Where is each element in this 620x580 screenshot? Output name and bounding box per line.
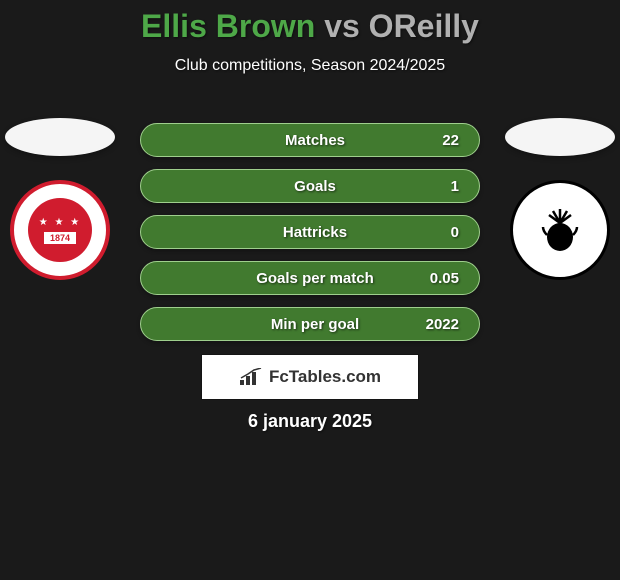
- date-text: 6 january 2025: [0, 411, 620, 432]
- team-left-badge: ★ ★ ★ 1874: [10, 180, 110, 280]
- stat-label: Goals: [161, 178, 409, 195]
- stat-label: Hattricks: [161, 224, 409, 241]
- branding-box: FcTables.com: [202, 355, 418, 399]
- team-right-badge-inner: [521, 191, 599, 269]
- thistle-icon: [535, 205, 585, 255]
- stat-label: Goals per match: [161, 270, 409, 287]
- stat-value: 0.05: [409, 270, 459, 287]
- team-right-badge: [510, 180, 610, 280]
- team-right-ellipse: [505, 118, 615, 156]
- team-left-badge-inner: ★ ★ ★ 1874: [28, 198, 92, 262]
- stat-row: Goals 1: [140, 169, 480, 203]
- stat-label: Matches: [161, 132, 409, 149]
- team-right-block: [500, 118, 620, 280]
- stat-value: 22: [409, 132, 459, 149]
- stat-value: 2022: [409, 316, 459, 333]
- stat-value: 1: [409, 178, 459, 195]
- stat-row: Hattricks 0: [140, 215, 480, 249]
- page-title: Ellis Brown vs OReilly: [0, 0, 620, 45]
- stat-label: Min per goal: [161, 316, 409, 333]
- badge-year: 1874: [44, 232, 76, 244]
- stat-row: Matches 22: [140, 123, 480, 157]
- subtitle: Club competitions, Season 2024/2025: [0, 57, 620, 75]
- stat-value: 0: [409, 224, 459, 241]
- team-left-block: ★ ★ ★ 1874: [0, 118, 120, 280]
- team-left-ellipse: [5, 118, 115, 156]
- stats-list: Matches 22 Goals 1 Hattricks 0 Goals per…: [140, 123, 480, 341]
- branding-text: FcTables.com: [269, 367, 381, 387]
- stat-row: Min per goal 2022: [140, 307, 480, 341]
- stat-row: Goals per match 0.05: [140, 261, 480, 295]
- player2-name: OReilly: [369, 8, 479, 44]
- vs-text: vs: [315, 8, 368, 44]
- badge-stars-icon: ★ ★ ★: [39, 217, 81, 228]
- player1-name: Ellis Brown: [141, 8, 315, 44]
- chart-icon: [239, 368, 263, 386]
